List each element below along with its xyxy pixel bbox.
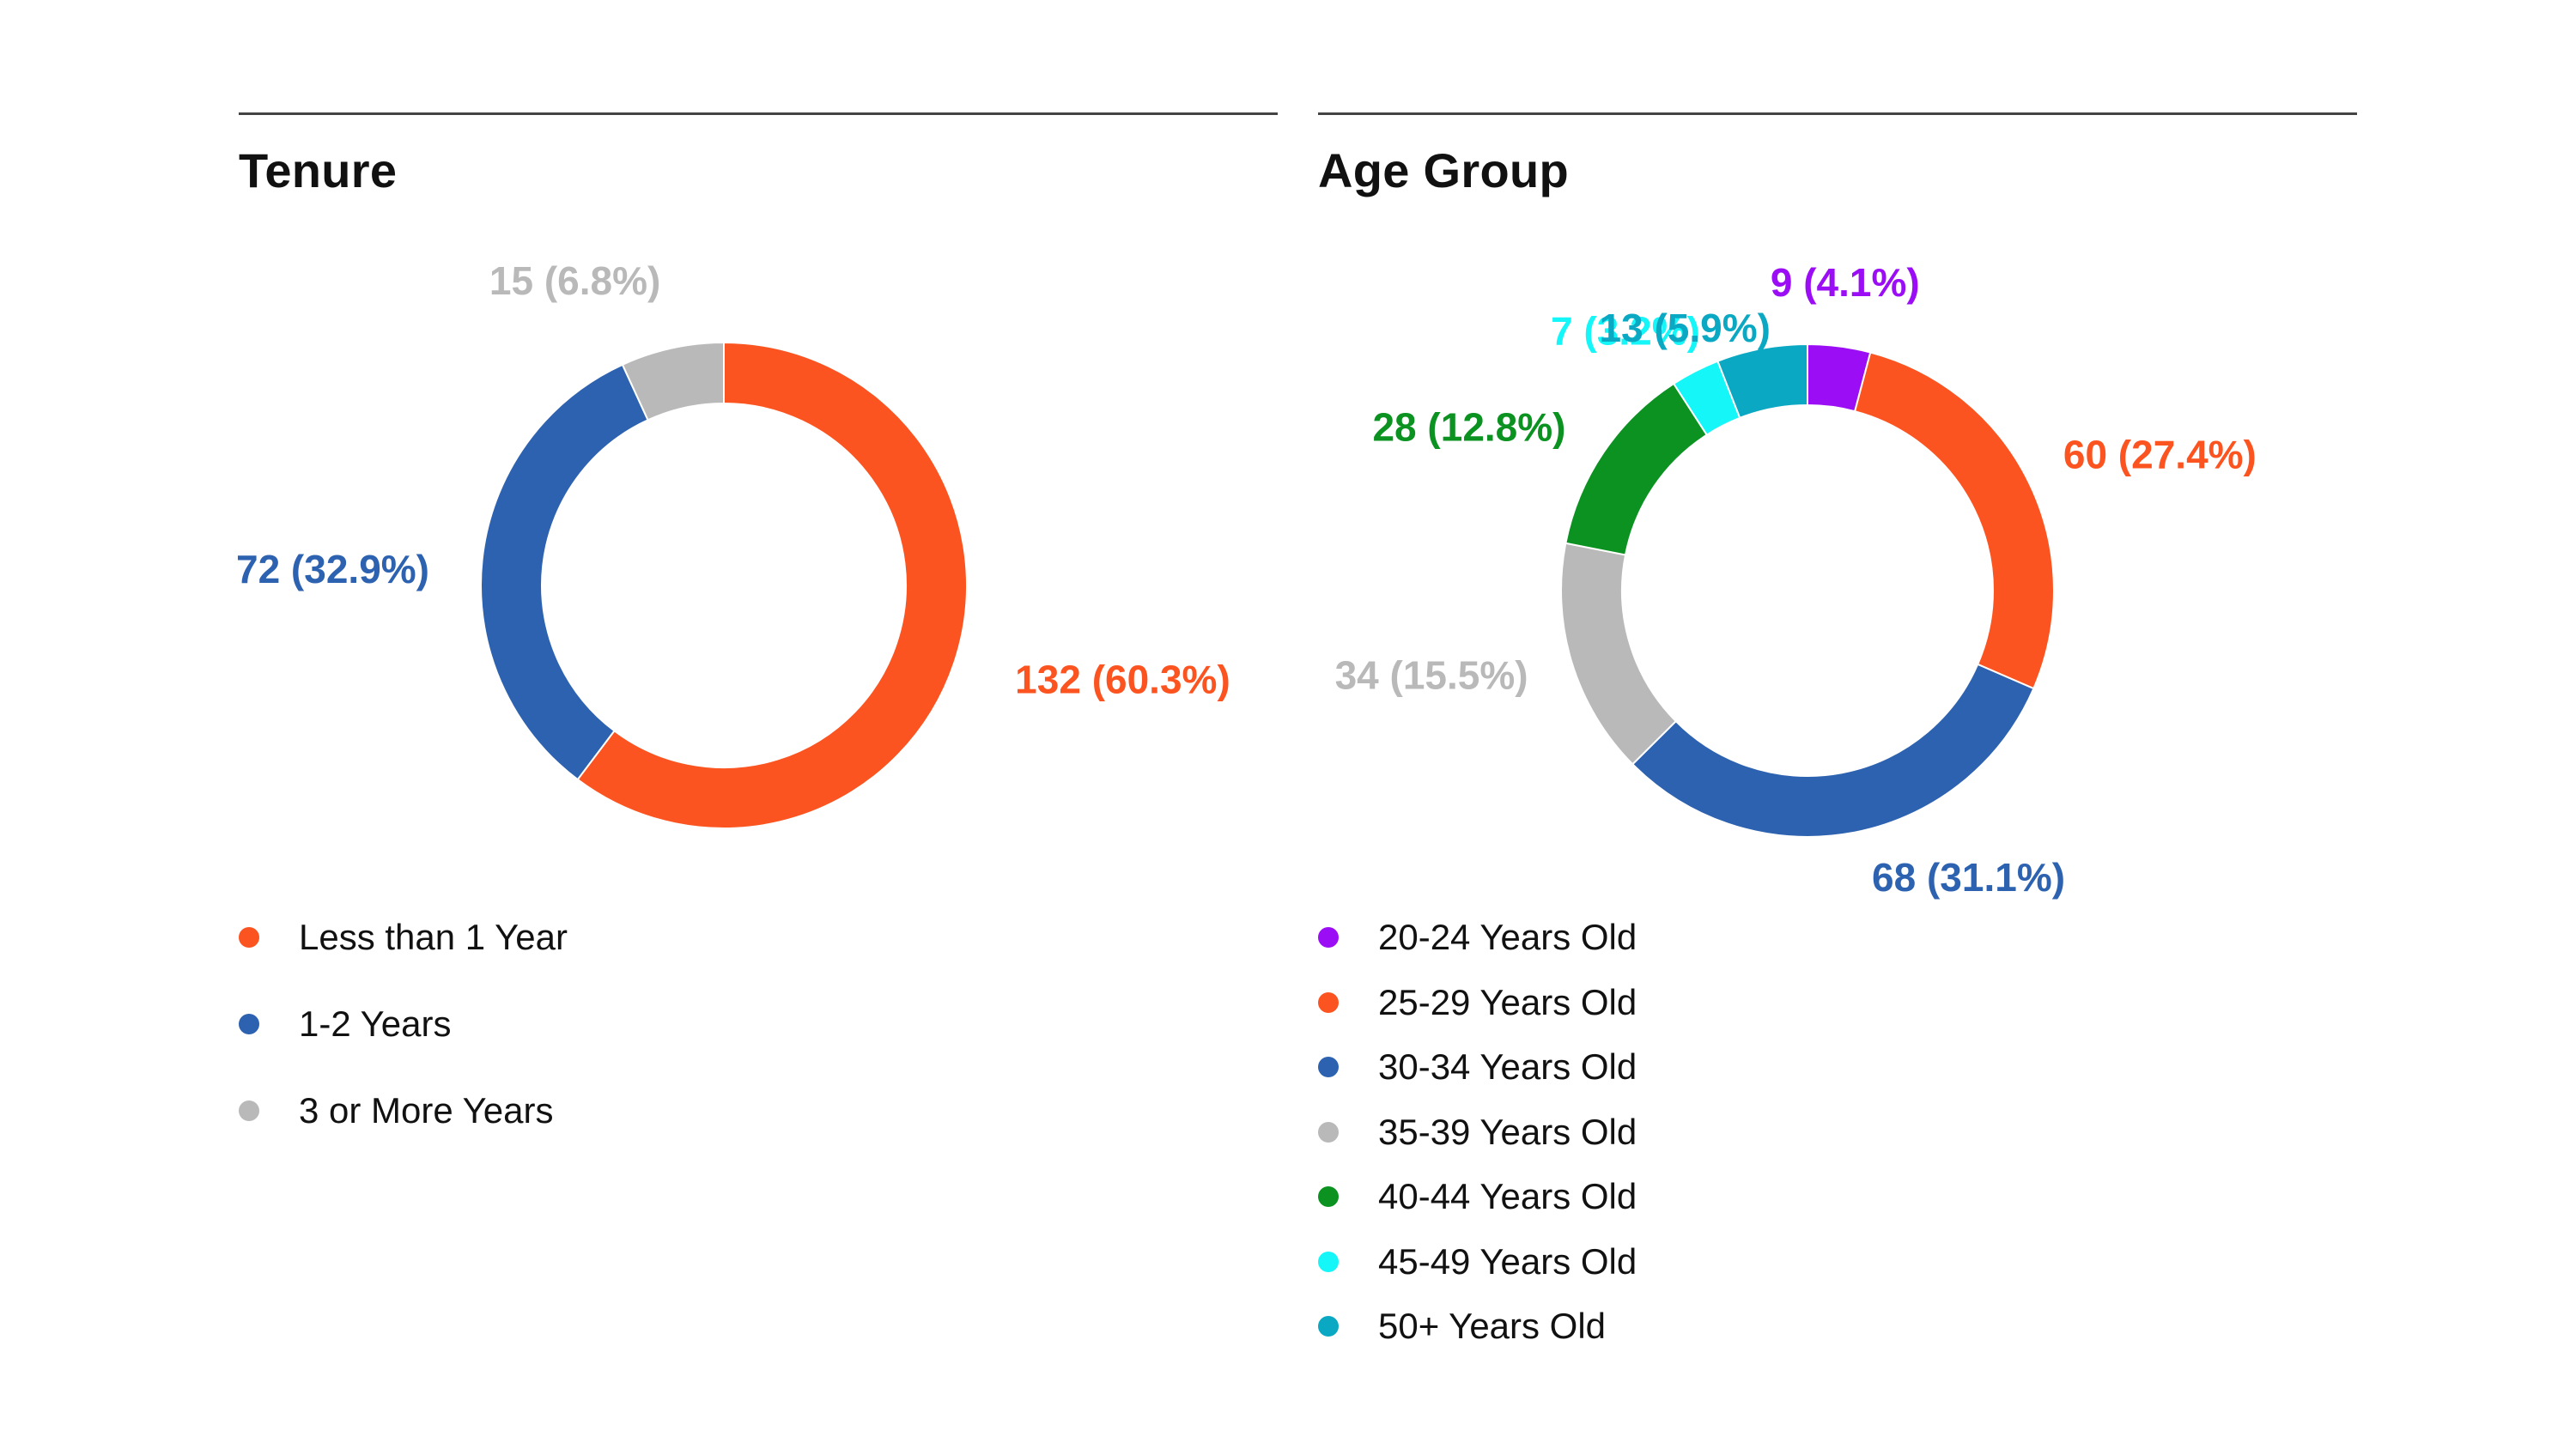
tenure-donut-chart: 132 (60.3%) 72 (32.9%) 15 (6.8%) bbox=[236, 258, 1230, 829]
legend-item-1-2-years: 1-2 Years bbox=[239, 1003, 568, 1046]
slice-35-39-years-old bbox=[1560, 542, 1678, 766]
data-label-25-29-years-old: 60 (27.4%) bbox=[2063, 433, 2257, 477]
legend-label: 50+ Years Old bbox=[1378, 1306, 1607, 1346]
data-label-50-years-old: 13 (5.9%) bbox=[1600, 306, 1771, 350]
legend-label: 20-24 Years Old bbox=[1378, 917, 1637, 957]
legend-dot-icon bbox=[1318, 1316, 1339, 1337]
age-group-donut-chart: 9 (4.1%) 60 (27.4%) 68 (31.1%) 34 (15.5%) 28… bbox=[1335, 260, 2257, 900]
legend-label: 30-34 Years Old bbox=[1378, 1046, 1637, 1087]
legend-item-35-39-years-old: 35-39 Years Old bbox=[1318, 1111, 1637, 1154]
slice-3-or-more-years bbox=[621, 341, 725, 421]
legend-dot-icon bbox=[239, 1014, 259, 1034]
slice-1-2-years bbox=[480, 363, 649, 781]
legend-dot-icon bbox=[1318, 1121, 1339, 1143]
legend-item-50-years-old: 50+ Years Old bbox=[1318, 1305, 1637, 1348]
legend-item-30-34-years-old: 30-34 Years Old bbox=[1318, 1046, 1637, 1088]
data-label-30-34-years-old: 68 (31.1%) bbox=[1872, 855, 2065, 900]
legend-label: Less than 1 Year bbox=[299, 917, 568, 957]
slice-less-than-1-year bbox=[576, 341, 968, 829]
legend-dot-icon bbox=[1318, 991, 1339, 1013]
data-label-40-44-years-old: 28 (12.8%) bbox=[1372, 404, 1565, 449]
slice-40-44-years-old bbox=[1564, 382, 1709, 556]
age-group-title: Age Group bbox=[1318, 143, 1570, 197]
legend-label: 35-39 Years Old bbox=[1378, 1111, 1637, 1152]
data-label-3-or-more-years: 15 (6.8%) bbox=[489, 258, 660, 303]
legend-label: 45-49 Years Old bbox=[1378, 1240, 1637, 1282]
legend-dot-icon bbox=[1318, 1186, 1339, 1207]
data-label-20-24-years-old: 9 (4.1%) bbox=[1771, 260, 1920, 305]
age-group-legend: 20-24 Years Old 25-29 Years Old 30-34 Year… bbox=[1318, 916, 1637, 1370]
legend-item-20-24-years-old: 20-24 Years Old bbox=[1318, 916, 1637, 959]
slice-30-34-years-old bbox=[1631, 663, 2035, 838]
legend-label: 40-44 Years Old bbox=[1378, 1176, 1637, 1216]
slice-50-years-old bbox=[1716, 343, 1808, 420]
legend-dot-icon bbox=[1318, 1251, 1339, 1272]
legend-label: 1-2 Years bbox=[299, 1003, 452, 1044]
age-group-panel: Age Group 9 (4.1%) 60 (27.4%) 68 (31.1%) 34… bbox=[1318, 0, 2357, 1449]
legend-item-less-than-1-year: Less than 1 Year bbox=[239, 916, 568, 959]
data-label-1-2-years: 72 (32.9%) bbox=[236, 547, 429, 591]
data-label-less-than-1-year: 132 (60.3%) bbox=[1015, 657, 1230, 701]
legend-label: 3 or More Years bbox=[299, 1090, 554, 1131]
legend-dot-icon bbox=[239, 927, 259, 948]
slice-25-29-years-old bbox=[1853, 351, 2055, 690]
legend-item-45-49-years-old: 45-49 Years Old bbox=[1318, 1240, 1637, 1283]
data-label-45-49-years-old: 7 (3.2%) bbox=[1551, 308, 1700, 353]
legend-dot-icon bbox=[1318, 927, 1339, 948]
tenure-divider bbox=[239, 112, 1278, 115]
legend-dot-icon bbox=[1318, 1057, 1339, 1077]
legend-item-3-or-more-years: 3 or More Years bbox=[239, 1089, 568, 1132]
legend-item-25-29-years-old: 25-29 Years Old bbox=[1318, 981, 1637, 1024]
age-group-divider bbox=[1318, 112, 2357, 115]
data-label-35-39-years-old: 34 (15.5%) bbox=[1335, 653, 1528, 698]
legend-dot-icon bbox=[239, 1100, 259, 1121]
tenure-legend: Less than 1 Year 1-2 Years 3 or More Years bbox=[239, 916, 568, 1176]
legend-item-40-44-years-old: 40-44 Years Old bbox=[1318, 1175, 1637, 1218]
tenure-panel: Tenure 132 (60.3%) 72 (32.9%) 15 (6.8%) Le… bbox=[236, 0, 1278, 1449]
legend-label: 25-29 Years Old bbox=[1378, 981, 1637, 1022]
tenure-title: Tenure bbox=[239, 143, 398, 197]
